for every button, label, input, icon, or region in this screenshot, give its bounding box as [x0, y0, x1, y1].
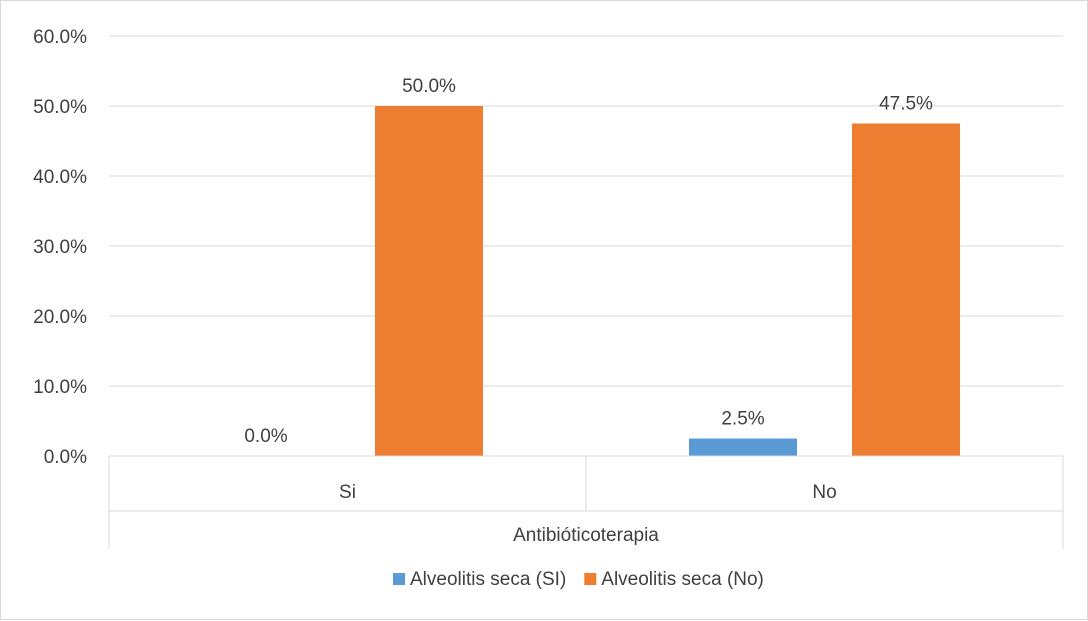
legend-label: Alveolitis seca (SI) [410, 569, 566, 590]
bar [689, 438, 797, 456]
bar [852, 123, 960, 456]
bars [375, 106, 960, 456]
y-tick-label: 40.0% [33, 167, 87, 188]
legend-label: Alveolitis seca (No) [601, 569, 764, 590]
data-label: 47.5% [879, 94, 933, 115]
data-label: 0.0% [244, 426, 287, 447]
labels: 0.0% 10.0% 20.0% 30.0% 40.0% 50.0% 60.0% 0.0% 2.… [33, 27, 933, 546]
y-tick-label: 60.0% [33, 27, 87, 48]
axes [108, 455, 1064, 549]
legend-swatch [584, 573, 597, 585]
bar [375, 106, 483, 456]
y-tick-label: 50.0% [33, 97, 87, 118]
x-category-label: No [812, 482, 836, 503]
y-tick-label: 30.0% [33, 237, 87, 258]
legend: Alveolitis seca (SI) Alveolitis seca (No) [393, 569, 764, 590]
x-category-label: Si [339, 482, 356, 503]
data-label: 2.5% [721, 409, 764, 430]
x-axis-title: Antibióticoterapia [513, 525, 659, 546]
y-tick-label: 10.0% [33, 377, 87, 398]
legend-swatch [393, 573, 405, 585]
y-tick-label: 0.0% [44, 447, 87, 468]
data-label: 50.0% [402, 76, 456, 97]
y-tick-label: 20.0% [33, 307, 87, 328]
